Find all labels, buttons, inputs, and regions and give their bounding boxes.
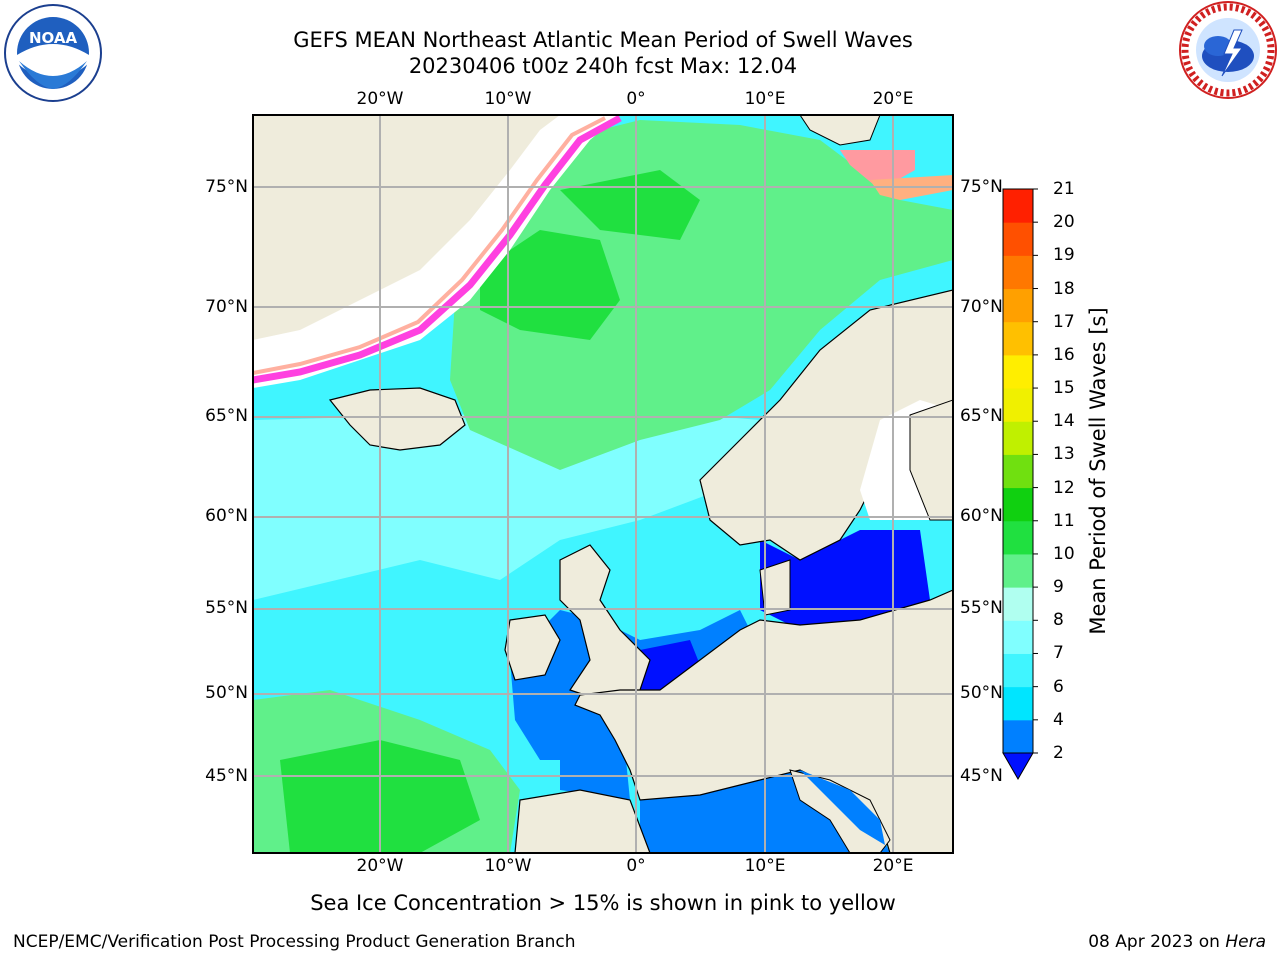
colorbar-segment [1003,686,1033,721]
lon-label-bottom-20e: 20°E [872,856,914,876]
lat-label-left-60n: 60°N [205,506,248,526]
north-sea-south [630,640,700,690]
lon-label-top-20e: 20°E [872,89,914,109]
greenland-ice [253,115,620,388]
colorbar-tick-label: 10 [1053,543,1075,564]
lon-label-bottom-10w: 10°W [484,856,532,876]
swell-region-north [450,120,953,470]
colorbar-tick-label: 17 [1053,311,1075,332]
chart-title: GEFS MEAN Northeast Atlantic Mean Period… [293,28,913,52]
colorbar-segment [1003,388,1033,422]
colorbar-tick-label: 6 [1053,676,1064,697]
colorbar-tick-label: 4 [1053,709,1064,730]
colorbar-segment [1003,222,1033,256]
lat-label-left-65n: 65°N [205,406,248,426]
colorbar-tick-label: 18 [1053,278,1075,299]
colorbar-tick-label: 8 [1053,610,1064,631]
adriatic [800,770,885,845]
lon-label-bottom-10e: 10°E [744,856,786,876]
map-frame [252,114,954,854]
lat-label-left-55n: 55°N [205,598,248,618]
lon-label-bottom-0: 0° [626,856,646,876]
baltic [760,530,930,630]
colorbar-segment [1003,421,1033,455]
noaa-logo-text: NOAA [29,29,78,47]
lat-label-left-70n: 70°N [205,297,248,317]
colorbar-segment [1003,454,1033,489]
lat-label-right-65n: 65°N [960,406,1003,426]
lat-label-right-60n: 60°N [960,506,1003,526]
colorbar-segment [1003,487,1033,522]
iceland [328,387,466,451]
lon-label-top-0: 0° [626,89,646,109]
lat-label-right-70n: 70°N [960,297,1003,317]
footer-credit: NCEP/EMC/Verification Post Processing Pr… [13,932,576,952]
ice-edge-inner [253,116,606,375]
colorbar-segment [1003,354,1033,389]
svalbard [799,115,881,146]
colorbar-tick-label: 7 [1053,643,1064,664]
footer-host: Hera [1225,932,1266,952]
footer-date: 08 Apr 2023 on Hera [1088,932,1266,952]
colorbar-segment [1003,620,1033,654]
colorbar-tick-label: 16 [1053,344,1075,365]
lon-label-top-20w: 20°W [356,89,404,109]
colorbar-segment [1003,189,1033,223]
finland [909,399,953,521]
nws-logo [1179,1,1277,99]
noaa-logo: NOAA [4,4,102,102]
iberia [514,789,651,853]
lat-label-left-50n: 50°N [205,683,248,703]
colorbar-label: Mean Period of Swell Waves [s] [1086,307,1110,635]
lat-label-left-75n: 75°N [205,177,248,197]
colorbar-segment [1003,321,1033,356]
colorbar-segment [1003,587,1033,621]
colorbar-segment [1003,288,1033,323]
footer-date-text: 08 Apr 2023 on [1088,932,1220,952]
colorbar-tick-label: 15 [1053,378,1075,399]
colorbar-tick-label: 12 [1053,477,1075,498]
swell-band-light [253,410,780,600]
colorbar-tick-label: 2 [1053,743,1064,763]
colorbar-tick-label: 21 [1053,179,1075,199]
chart-subtitle: 20230406 t00z 240h fcst Max: 12.04 [408,54,798,78]
colorbar-tick-label: 11 [1053,510,1075,531]
colorbar-frame [1002,188,1034,754]
lat-label-left-45n: 45°N [205,766,248,786]
colorbar-tick-label: 13 [1053,444,1075,465]
colorbar-segment [1003,520,1033,555]
lon-label-top-10w: 10°W [484,89,532,109]
colorbar-tick-label: 14 [1053,411,1075,432]
lon-label-top-10e: 10°E [744,89,786,109]
colorbar-tick-label: 19 [1053,245,1075,266]
lon-label-bottom-20w: 20°W [356,856,404,876]
ice-edge [253,115,622,384]
colorbar-segment [1003,553,1033,588]
colorbar [1002,188,1038,781]
lat-label-right-75n: 75°N [960,177,1003,197]
swell-region-north-core [480,230,620,340]
lat-label-right-50n: 50°N [960,683,1003,703]
lat-label-right-55n: 55°N [960,598,1003,618]
ireland [504,614,561,681]
colorbar-segment [1003,653,1033,688]
colorbar-extend-arrow [1002,752,1034,781]
colorbar-segment [1003,719,1033,754]
graticule [253,115,953,853]
colorbar-tick-label: 20 [1053,212,1075,233]
sea-ice-caption: Sea Ice Concentration > 15% is shown in … [310,891,896,915]
lat-label-right-45n: 45°N [960,766,1003,786]
colorbar-tick-label: 9 [1053,577,1064,598]
colorbar-segment [1003,255,1033,290]
